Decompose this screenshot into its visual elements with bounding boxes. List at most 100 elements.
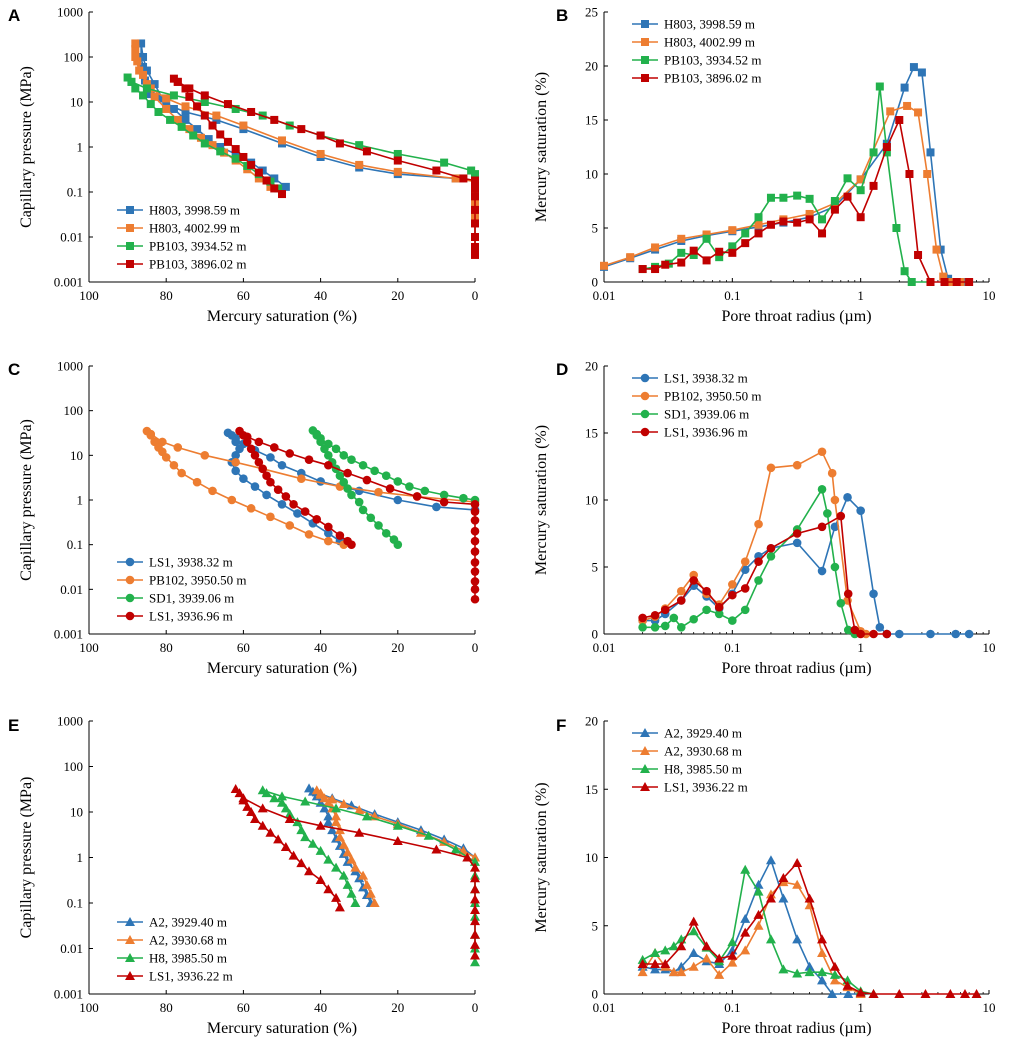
data-point [830,205,839,214]
data-point [817,967,828,977]
series-line [642,85,931,283]
data-point [381,528,391,538]
data-point [470,507,480,516]
panel-letter: E [8,716,19,735]
y-tick-label: 10 [585,850,598,865]
data-point [843,589,853,599]
data-point [323,884,334,894]
series-line [641,881,862,995]
data-point [668,967,679,977]
data-point [470,905,480,915]
legend-marker [641,74,649,82]
data-point [702,234,711,243]
y-tick-label: 1 [77,493,84,508]
data-point [689,576,699,585]
data-point [338,870,349,880]
data-point [702,256,711,265]
data-point [296,858,307,868]
legend-label: H803, 4002.99 m [149,221,240,236]
y-axis-title: Mercury saturation (%) [533,782,550,932]
data-point [676,623,686,632]
data-point [754,557,763,566]
data-point [817,566,827,576]
data-point [280,842,291,852]
data-point [740,565,750,574]
data-point [315,875,326,885]
data-point [331,803,342,813]
data-point [123,73,132,82]
data-point [843,989,854,998]
data-point [181,84,190,93]
x-tick-label: 40 [314,1000,327,1015]
data-point [257,803,268,813]
data-point [470,916,480,926]
y-tick-label: 0.1 [67,185,83,200]
data-point [273,485,283,495]
data-point [817,934,828,944]
data-point [231,145,240,154]
data-point [231,149,240,158]
x-tick-label: 0.1 [724,640,740,655]
data-point [139,53,148,61]
y-tick-label: 0.01 [60,582,83,597]
data-point [127,77,136,86]
data-point [843,625,853,635]
data-point [688,926,699,936]
data-point [323,797,334,807]
data-point [343,484,352,493]
series-line [642,862,977,995]
data-point [342,847,353,857]
legend-marker [125,917,135,926]
y-tick-label: 1000 [57,5,83,20]
legend-marker [126,206,134,214]
data-point [661,260,670,269]
data-point [304,455,314,464]
data-point [278,136,286,145]
data-point [278,190,286,199]
data-point [817,522,827,532]
data-point [242,437,252,447]
data-point [324,522,333,532]
data-point [300,832,311,842]
data-point [470,957,480,967]
data-point [805,209,814,218]
legend-label: LS1, 3936.96 m [664,425,748,440]
y-axis-title: Capillary pressure (MPa) [18,777,35,939]
data-point [131,39,140,48]
legend-label: H803, 4002.99 m [664,35,755,50]
chart-panel-d: D 0.01 0.1 1 10 0 5 10 15 20 Pore throat radius (µ… [533,359,996,678]
data-point [626,253,635,262]
data-point [842,980,853,990]
chart-panel-b: B 0.01 0.1 1 10 0 5 10 15 20 25 Pore throat radius … [533,5,996,326]
data-point [440,158,449,167]
data-point [765,893,776,903]
data-point [323,817,334,827]
data-point [754,213,763,222]
data-point [926,148,935,157]
data-point [234,788,245,798]
data-point [470,567,480,576]
data-point [805,194,814,203]
data-point [470,516,480,525]
chart-panel-f: F 0.01 0.1 1 10 0 5 10 15 20 Pore throat radius (µ… [533,714,996,1038]
data-point [227,495,237,505]
data-point [470,862,480,872]
data-point [856,175,865,184]
y-axis-title: Mercury saturation (%) [533,425,550,575]
data-point [250,451,260,460]
data-point [727,937,738,947]
data-point [728,616,737,625]
data-point [740,605,750,615]
data-point [875,623,885,632]
data-point [196,133,205,142]
data-point [714,602,724,612]
legend-marker [640,409,650,419]
data-point [792,934,803,944]
data-point [688,961,699,971]
data-point [766,220,775,229]
data-point [900,267,909,276]
legend-marker [640,391,650,401]
legend-label: PB102, 3950.50 m [149,573,247,588]
data-point [223,137,232,146]
data-point [689,614,699,624]
